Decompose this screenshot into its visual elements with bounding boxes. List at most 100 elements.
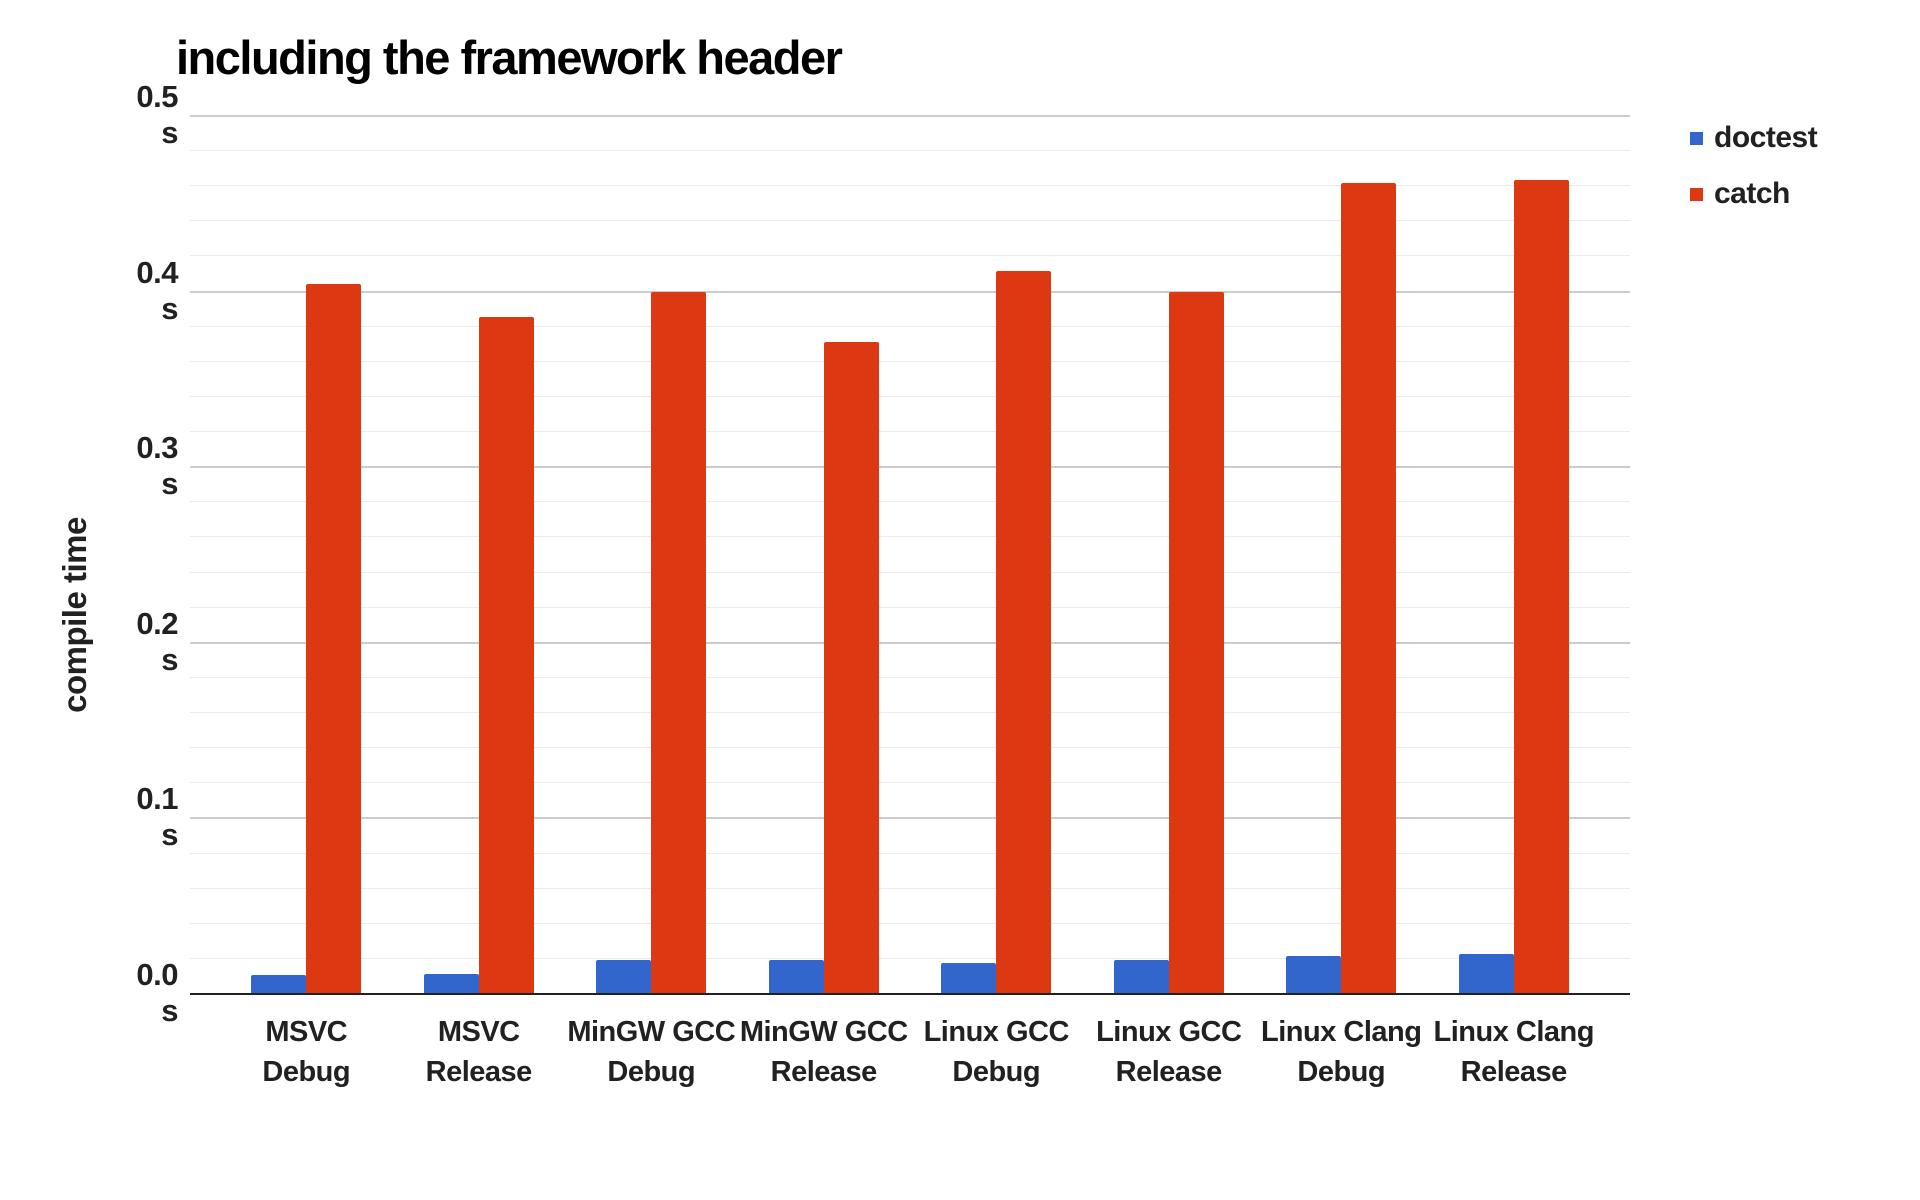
x-label-mingw-gcc-debug: MinGW GCC Debug: [565, 1012, 738, 1092]
bar-catch-linux-clang-debug: [1341, 183, 1397, 993]
bar-doctest-mingw-gcc-debug: [596, 959, 652, 993]
x-label-linux-clang-debug: Linux Clang Debug: [1255, 1012, 1428, 1092]
y-tick-value: 0.5: [136, 79, 178, 114]
x-label-line1: MSVC: [265, 1016, 348, 1048]
bar-group-mingw-gcc-debug: [565, 115, 738, 993]
gridline-0.50: [190, 115, 1630, 117]
gridline-0.48: [190, 150, 1630, 152]
gridline-0.34: [190, 395, 1630, 397]
y-tick-unit: s: [161, 993, 178, 1028]
gridline-0.42: [190, 255, 1630, 257]
y-tick-0.1: 0.1 s: [30, 781, 178, 853]
bar-group-linux-clang-release: [1428, 115, 1601, 993]
bar-catch-mingw-gcc-debug: [651, 292, 707, 993]
x-label-line1: Linux GCC: [1096, 1016, 1242, 1048]
x-label-msvc-debug: MSVC Debug: [220, 1012, 393, 1092]
x-label-line1: MSVC: [437, 1016, 520, 1048]
x-label-line2: Debug: [952, 1056, 1041, 1088]
x-label-line2: Debug: [262, 1056, 351, 1088]
bar-doctest-linux-gcc-release: [1113, 959, 1169, 993]
gridline-0.36: [190, 360, 1630, 362]
y-tick-value: 0.1: [136, 781, 178, 817]
bar-doctest-msvc-release: [423, 973, 479, 993]
legend: doctest catch: [1690, 118, 1818, 230]
bar-doctest-msvc-debug: [251, 975, 307, 993]
bar-catch-mingw-gcc-release: [823, 341, 879, 993]
gridline-0.16: [190, 712, 1630, 714]
gridline-0.12: [190, 782, 1630, 784]
gridline-0.24: [190, 571, 1630, 573]
legend-label-doctest: doctest: [1714, 121, 1818, 154]
bar-group-mingw-gcc-release: [738, 115, 911, 993]
gridline-0.44: [190, 220, 1630, 222]
gridline-0.26: [190, 536, 1630, 538]
gridline-0.10: [190, 817, 1630, 820]
bar-catch-msvc-release: [478, 316, 534, 993]
bar-group-linux-gcc-release: [1083, 115, 1256, 993]
legend-label-catch: catch: [1714, 177, 1790, 210]
x-label-line1: Linux Clang: [1261, 1016, 1422, 1048]
bar-catch-linux-gcc-debug: [996, 271, 1052, 993]
x-label-line2: Release: [425, 1056, 533, 1088]
x-label-line2: Release: [1115, 1056, 1223, 1088]
x-label-line2: Debug: [1297, 1056, 1386, 1088]
gridline-0.32: [190, 431, 1630, 433]
x-label-linux-clang-release: Linux Clang Release: [1428, 1012, 1601, 1092]
bar-catch-msvc-debug: [306, 283, 362, 993]
gridline-0.18: [190, 676, 1630, 678]
y-tick-0.4: 0.4 s: [30, 255, 178, 327]
y-tick-0.2: 0.2 s: [30, 606, 178, 678]
legend-item-catch: catch: [1690, 174, 1817, 214]
y-tick-unit: s: [161, 641, 178, 677]
y-tick-unit: s: [161, 466, 178, 502]
x-label-line2: Release: [770, 1056, 878, 1088]
plot-area: [190, 115, 1630, 995]
bar-catch-linux-gcc-release: [1168, 292, 1224, 993]
gridline-0.46: [190, 185, 1630, 187]
bar-group-linux-clang-debug: [1255, 115, 1428, 993]
bar-group-linux-gcc-debug: [910, 115, 1083, 993]
gridline-0.02: [190, 957, 1630, 959]
x-label-linux-gcc-release: Linux GCC Release: [1083, 1012, 1256, 1092]
gridline-0.20: [190, 641, 1630, 644]
x-label-line2: Release: [1460, 1056, 1568, 1088]
y-tick-0.5: 0.5 s: [30, 79, 178, 151]
y-tick-value: 0.3: [136, 430, 178, 466]
y-tick-unit: s: [161, 115, 178, 150]
bar-doctest-linux-clang-release: [1458, 954, 1514, 993]
gridline-0.28: [190, 501, 1630, 503]
y-tick-value: 0.2: [136, 605, 178, 641]
x-label-line1: Linux Clang: [1433, 1016, 1595, 1048]
gridline-0.38: [190, 325, 1630, 327]
gridline-0.04: [190, 922, 1630, 924]
y-tick-0.3: 0.3 s: [30, 430, 178, 502]
gridline-0.22: [190, 606, 1630, 608]
gridline-0.08: [190, 852, 1630, 854]
gridline-0.06: [190, 887, 1630, 889]
x-label-mingw-gcc-release: MinGW GCC Release: [738, 1012, 911, 1092]
bar-doctest-linux-gcc-debug: [941, 963, 997, 993]
x-axis-labels: MSVC Debug MSVC Release MinGW GCC Debug MinGW …: [190, 1012, 1630, 1092]
chart-title: including the framework header: [176, 31, 843, 84]
legend-item-doctest: doctest: [1690, 118, 1818, 158]
bar-group-msvc-debug: [220, 115, 393, 993]
y-tick-value: 0.4: [136, 254, 178, 290]
x-label-line1: MinGW GCC: [739, 1016, 908, 1048]
y-tick-unit: s: [161, 290, 178, 326]
x-label-line1: MinGW GCC: [567, 1016, 736, 1048]
x-label-line2: Debug: [607, 1056, 696, 1088]
bar-doctest-linux-clang-debug: [1286, 956, 1342, 993]
y-tick-unit: s: [161, 817, 178, 853]
y-tick-value: 0.0: [136, 957, 178, 992]
bar-doctest-mingw-gcc-release: [768, 959, 824, 993]
legend-swatch-doctest-icon: [1690, 131, 1703, 145]
gridline-0.40: [190, 290, 1630, 293]
legend-swatch-catch-icon: [1690, 187, 1703, 201]
bar-group-msvc-release: [393, 115, 566, 993]
gridline-0.14: [190, 747, 1630, 749]
x-label-msvc-release: MSVC Release: [393, 1012, 566, 1092]
bar-groups: [190, 115, 1630, 993]
x-label-line1: Linux GCC: [923, 1016, 1070, 1048]
x-label-linux-gcc-debug: Linux GCC Debug: [910, 1012, 1083, 1092]
